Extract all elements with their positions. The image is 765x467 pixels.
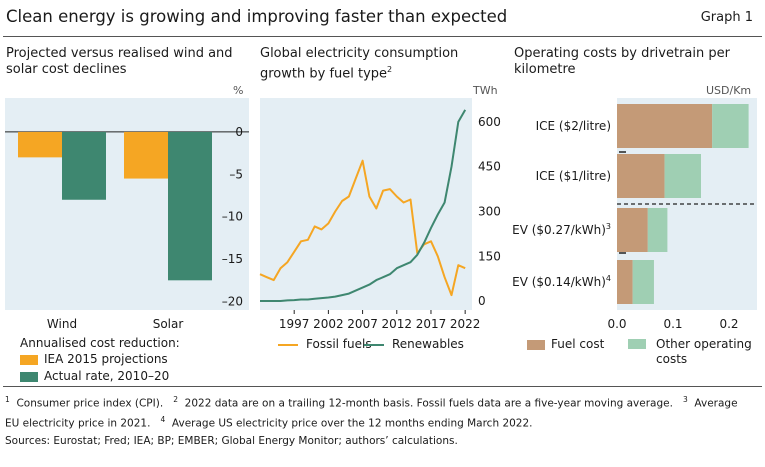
panel2-plot-bg xyxy=(260,98,472,310)
legend-line-fossil xyxy=(278,343,298,346)
panel3-title: Operating costs by drivetrain per kilome… xyxy=(514,46,730,77)
bar-row2-fuel-cost xyxy=(617,154,665,198)
category-label-row3: EV ($0.27/kWh)3 xyxy=(512,222,611,237)
category-label-row4: EV ($0.14/kWh)4 xyxy=(512,274,611,289)
y-tick-label: 150 xyxy=(478,249,501,263)
graph-number: Graph 1 xyxy=(700,10,753,25)
footnote-3a: Average xyxy=(694,397,738,410)
y-tick-label: –15 xyxy=(222,252,243,266)
category-label-row2: ICE ($1/litre) xyxy=(536,169,611,183)
y-tick-label: 600 xyxy=(478,115,501,129)
panel1-title: Projected versus realised wind and solar… xyxy=(6,46,233,77)
panel2-unit: TWh xyxy=(473,84,498,97)
bar-row1-other-costs xyxy=(712,104,749,148)
legend-actual-rate: Actual rate, 2010–20 xyxy=(20,369,169,384)
x-tick-label: 2022 xyxy=(450,317,481,331)
panel2-title: Global electricity consumption growth by… xyxy=(260,46,459,82)
x-tick-label: 0.1 xyxy=(663,317,682,331)
x-tick-label: 0.0 xyxy=(607,317,626,331)
bar-row1-fuel-cost xyxy=(617,104,713,148)
legend-swatch-other xyxy=(628,339,646,349)
y-tick-label: –5 xyxy=(229,167,243,181)
graph-title: Clean energy is growing and improving fa… xyxy=(6,7,508,26)
legend-swatch-iea xyxy=(20,354,38,365)
y-tick-label: 0 xyxy=(235,125,243,139)
legend-renewables: Renewables xyxy=(364,337,464,352)
panel1-legend-title: Annualised cost reduction: xyxy=(20,336,180,350)
legend-other-costs: Other operating costs xyxy=(628,337,753,367)
legend-swatch-actual xyxy=(20,371,38,382)
footer-rule xyxy=(3,386,762,387)
footnote-2: 2022 data are on a trailing 12-month bas… xyxy=(184,397,673,410)
bar-wind-actual xyxy=(62,131,106,200)
legend-swatch-fuel xyxy=(527,339,545,350)
x-tick-label: 1997 xyxy=(279,317,310,331)
x-tick-label: 2012 xyxy=(382,317,413,331)
legend-iea-projections: IEA 2015 projections xyxy=(20,352,168,367)
series-line-renewables xyxy=(260,109,467,302)
legend-line-renewables xyxy=(364,343,384,346)
sources: Sources: Eurostat; Fred; IEA; BP; EMBER;… xyxy=(5,435,458,447)
y-tick-label: –10 xyxy=(222,210,243,224)
y-tick-label: 0 xyxy=(478,294,486,308)
panel1-unit: % xyxy=(233,84,244,97)
bar-wind-projection xyxy=(18,131,62,158)
footnote-1: Consumer price index (CPI). xyxy=(16,397,164,410)
legend-fuel-cost: Fuel cost xyxy=(527,337,604,352)
y-tick-label: 300 xyxy=(478,204,501,218)
panel3-unit: USD/Km xyxy=(706,84,752,97)
y-tick-label: –20 xyxy=(222,295,243,309)
bar-solar-projection xyxy=(124,131,168,179)
footnote-3b: EU electricity price in 2021. xyxy=(5,417,151,429)
x-tick-label: 0.2 xyxy=(719,317,738,331)
footnotes: 1 Consumer price index (CPI). 2 2022 dat… xyxy=(5,395,738,429)
series-line-fossil-fuels xyxy=(259,159,466,297)
category-label-wind: Wind xyxy=(47,317,77,331)
footnote-4: Average US electricity price over the 12… xyxy=(171,417,533,429)
category-label-row1: ICE ($2/litre) xyxy=(536,119,611,133)
x-tick-label: 2002 xyxy=(313,317,344,331)
legend-fossil-fuels: Fossil fuels xyxy=(278,337,372,352)
bar-row3-other-costs xyxy=(647,208,668,252)
bar-row3-fuel-cost xyxy=(617,208,648,252)
bar-row4-fuel-cost xyxy=(617,260,633,304)
header-rule xyxy=(3,36,762,37)
bar-row2-other-costs xyxy=(664,154,701,198)
x-tick-label: 2017 xyxy=(416,317,447,331)
category-label-solar: Solar xyxy=(153,317,184,331)
bar-row4-other-costs xyxy=(632,260,654,304)
bar-solar-actual xyxy=(168,131,212,281)
x-tick-label: 2007 xyxy=(347,317,378,331)
y-tick-label: 450 xyxy=(478,160,501,174)
